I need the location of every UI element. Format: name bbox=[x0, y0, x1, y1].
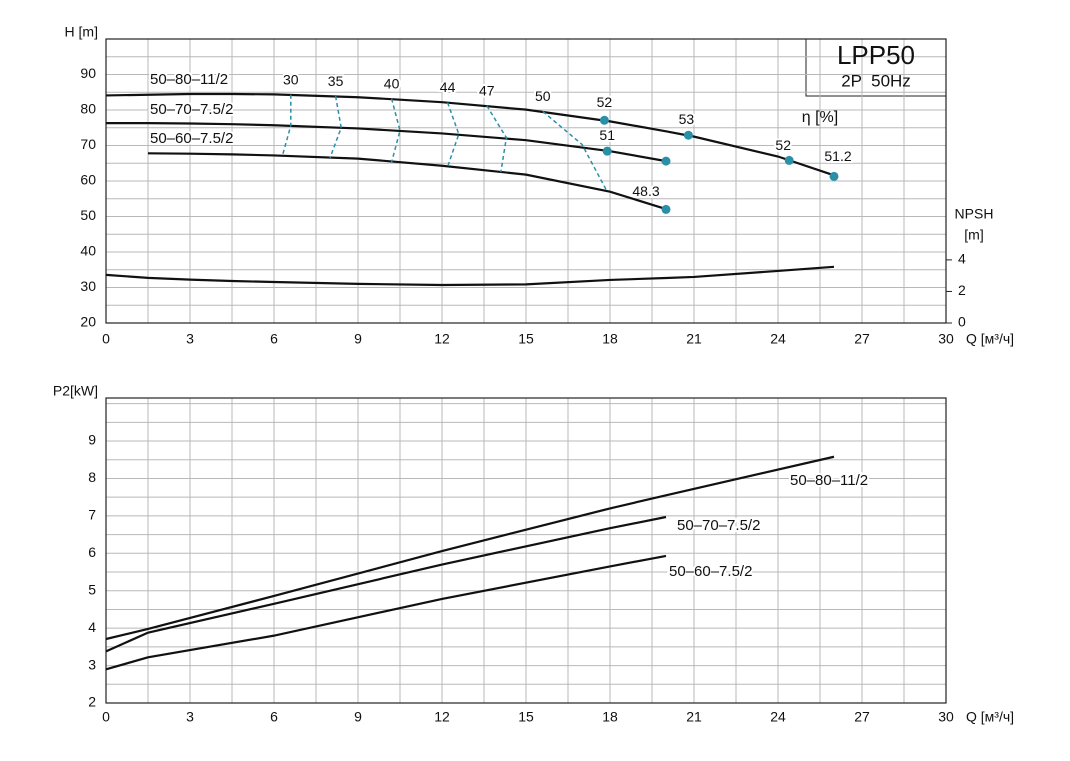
x-tick-label: 24 bbox=[770, 709, 786, 725]
x-tick-label: 3 bbox=[186, 331, 194, 347]
x-tick-label: 6 bbox=[270, 709, 278, 725]
x-tick-label: 21 bbox=[686, 331, 702, 347]
x-tick-label: 12 bbox=[434, 709, 450, 725]
x-tick-label: 30 bbox=[938, 331, 954, 347]
y-tick-label: 3 bbox=[88, 656, 96, 672]
y-tick-label: 40 bbox=[80, 243, 96, 259]
y-tick-label: 8 bbox=[88, 469, 96, 485]
plot-frame bbox=[105, 397, 947, 704]
curve-label: 50–70–7.5/2 bbox=[677, 517, 760, 534]
y-tick-label: 30 bbox=[80, 278, 96, 294]
efficiency-label: 44 bbox=[440, 79, 456, 95]
efficiency-line bbox=[329, 96, 342, 159]
y2-tick-label: 2 bbox=[958, 282, 966, 298]
x-axis-label: Q [м³/ч] bbox=[966, 331, 1014, 347]
efficiency-line bbox=[486, 105, 508, 173]
chart-subtitle: 2P 50Hz bbox=[841, 71, 911, 90]
x-tick-label: 18 bbox=[602, 331, 618, 347]
x-tick-label: 3 bbox=[186, 709, 194, 725]
y-axis-label: P2[kW] bbox=[53, 383, 98, 399]
efficiency-label: 40 bbox=[384, 75, 400, 91]
x-tick-label: 27 bbox=[854, 331, 870, 347]
x-tick-label: 0 bbox=[102, 331, 110, 347]
y2-tick-label: 4 bbox=[958, 251, 966, 267]
efficiency-label: 30 bbox=[283, 71, 299, 87]
y-tick-label: 2 bbox=[88, 694, 96, 710]
plot-frame bbox=[105, 38, 947, 324]
efficiency-line bbox=[281, 94, 292, 156]
efficiency-point-label: 52 bbox=[775, 137, 791, 153]
efficiency-point bbox=[661, 204, 671, 214]
efficiency-line bbox=[542, 110, 608, 193]
chart-title: LPP50 bbox=[837, 40, 915, 70]
y2-axis-label: [m] bbox=[964, 227, 983, 243]
efficiency-label: 35 bbox=[328, 73, 344, 89]
efficiency-line bbox=[446, 102, 460, 168]
curve bbox=[105, 515, 667, 653]
efficiency-point-label: 53 bbox=[679, 111, 695, 127]
curve bbox=[147, 152, 667, 211]
x-tick-label: 12 bbox=[434, 331, 450, 347]
efficiency-label: 47 bbox=[479, 82, 495, 98]
x-tick-label: 21 bbox=[686, 709, 702, 725]
y-tick-label: 9 bbox=[88, 432, 96, 448]
efficiency-point-label: 51.2 bbox=[824, 148, 851, 164]
y-tick-label: 90 bbox=[80, 65, 96, 81]
y2-tick-label: 0 bbox=[958, 314, 966, 330]
y-tick-label: 20 bbox=[80, 314, 96, 330]
efficiency-point bbox=[829, 171, 839, 181]
efficiency-point bbox=[599, 115, 609, 125]
curve-label: 50–60–7.5/2 bbox=[669, 563, 752, 580]
eta-label: η [%] bbox=[802, 109, 838, 126]
title-box bbox=[805, 38, 947, 97]
efficiency-point bbox=[784, 155, 794, 165]
efficiency-point-label: 48.3 bbox=[632, 183, 659, 199]
curve bbox=[106, 122, 667, 163]
x-tick-label: 9 bbox=[354, 709, 362, 725]
curve bbox=[105, 455, 835, 641]
curve-label: 50–60–7.5/2 bbox=[150, 130, 233, 147]
y-tick-label: 4 bbox=[88, 619, 96, 635]
y-tick-label: 6 bbox=[88, 544, 96, 560]
y-tick-label: 70 bbox=[80, 136, 96, 152]
x-tick-label: 9 bbox=[354, 331, 362, 347]
y-tick-label: 50 bbox=[80, 207, 96, 223]
curve bbox=[105, 92, 835, 177]
x-tick-label: 24 bbox=[770, 331, 786, 347]
x-tick-label: 6 bbox=[270, 331, 278, 347]
efficiency-point bbox=[602, 146, 612, 156]
y-axis-label: H [m] bbox=[65, 24, 98, 40]
y-tick-label: 60 bbox=[80, 172, 96, 188]
efficiency-point-label: 52 bbox=[597, 94, 613, 110]
y2-axis-label: NPSH bbox=[955, 206, 994, 222]
x-axis-label: Q [м³/ч] bbox=[966, 709, 1014, 725]
curve-label: 50–80–11/2 bbox=[150, 71, 228, 88]
efficiency-label: 50 bbox=[535, 88, 551, 104]
x-tick-label: 15 bbox=[518, 709, 534, 725]
curve-label: 50–70–7.5/2 bbox=[150, 101, 233, 118]
npsh-curve bbox=[105, 265, 835, 287]
y-tick-label: 7 bbox=[88, 507, 96, 523]
efficiency-point bbox=[661, 156, 671, 166]
x-tick-label: 0 bbox=[102, 709, 110, 725]
x-tick-label: 18 bbox=[602, 709, 618, 725]
efficiency-point bbox=[683, 130, 693, 140]
x-tick-label: 15 bbox=[518, 331, 534, 347]
y-tick-label: 80 bbox=[80, 101, 96, 117]
x-tick-label: 27 bbox=[854, 709, 870, 725]
y-tick-label: 5 bbox=[88, 581, 96, 597]
x-tick-label: 30 bbox=[938, 709, 954, 725]
curve-label: 50–80–11/2 bbox=[790, 472, 868, 489]
curve bbox=[105, 554, 667, 671]
efficiency-point-label: 51 bbox=[599, 127, 615, 143]
